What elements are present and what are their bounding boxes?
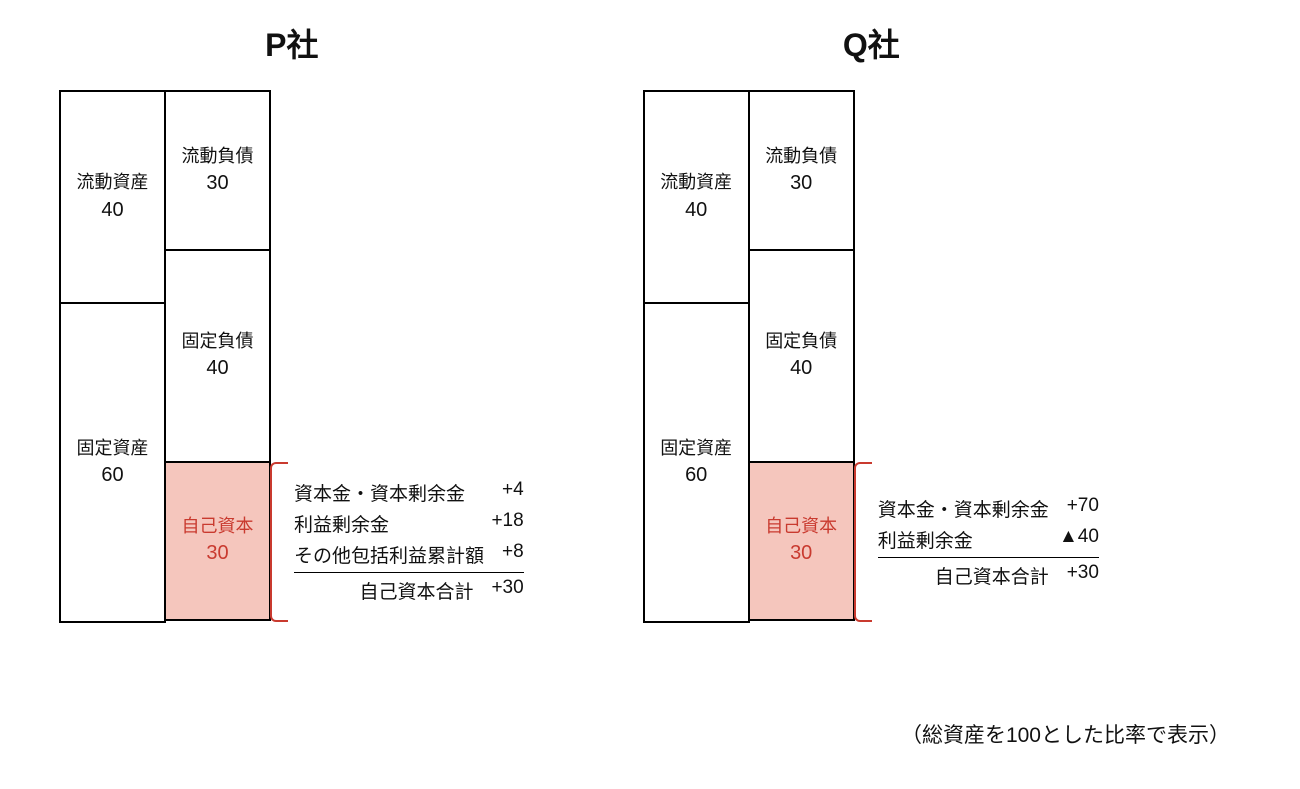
- footnote-text: （総資産を100とした比率で表示）: [901, 719, 1230, 749]
- breakdown-value: +8: [502, 541, 524, 568]
- breakdown-total-row: 自己資本合計 +30: [294, 572, 524, 606]
- liabilities-equity-column: 流動負債30固定負債40自己資本30: [749, 91, 854, 622]
- cell-label: 固定資産: [660, 436, 732, 461]
- liability-cell: 固定負債40: [164, 249, 271, 463]
- bracket-icon: [854, 462, 872, 623]
- breakdown-total-row: 自己資本合計 +30: [878, 557, 1099, 591]
- cell-label: 流動負債: [765, 144, 837, 169]
- breakdown-label: 資本金・資本剰余金: [878, 495, 1049, 522]
- breakdown-value: +30: [491, 577, 523, 604]
- asset-cell: 固定資産60: [59, 302, 166, 623]
- liabilities-equity-column: 流動負債30固定負債40自己資本30: [165, 91, 270, 622]
- balance-sheet-box: 流動資産40固定資産60流動負債30固定負債40自己資本30: [60, 91, 270, 622]
- cell-label: 自己資本: [765, 514, 837, 539]
- breakdown-row: 利益剰余金 ▲40: [878, 524, 1099, 555]
- liability-cell: 流動負債30: [164, 90, 271, 251]
- cell-value: 40: [685, 196, 707, 224]
- cell-value: 60: [685, 461, 707, 489]
- cell-value: 30: [206, 169, 228, 197]
- cell-label: 自己資本: [182, 514, 254, 539]
- breakdown-row: 利益剰余金 +18: [294, 508, 524, 539]
- company-panel: P社流動資産40固定資産60流動負債30固定負債40自己資本30資本金・資本剰余…: [60, 20, 524, 622]
- asset-cell: 流動資産40: [59, 90, 166, 304]
- liability-cell: 固定負債40: [748, 249, 855, 463]
- cell-value: 40: [206, 354, 228, 382]
- balance-sheet-comparison: P社流動資産40固定資産60流動負債30固定負債40自己資本30資本金・資本剰余…: [0, 0, 1300, 622]
- breakdown-label: 自己資本合計: [294, 577, 473, 604]
- equity-breakdown: 資本金・資本剰余金 +70 利益剰余金 ▲40 自己資本合計 +30: [854, 462, 1099, 623]
- breakdown-table: 資本金・資本剰余金 +70 利益剰余金 ▲40 自己資本合計 +30: [878, 493, 1099, 591]
- breakdown-row: 資本金・資本剰余金 +4: [294, 477, 524, 508]
- assets-column: 流動資産40固定資産60: [644, 91, 749, 622]
- breakdown-value: +4: [502, 479, 524, 506]
- cell-label: 固定負債: [765, 329, 837, 354]
- breakdown-value: +30: [1067, 562, 1099, 589]
- balance-sheet-wrapper: 流動資産40固定資産60流動負債30固定負債40自己資本30資本金・資本剰余金+…: [644, 91, 1099, 622]
- breakdown-value: ▲40: [1059, 526, 1099, 553]
- company-panel: Q社流動資産40固定資産60流動負債30固定負債40自己資本30資本金・資本剰余…: [644, 20, 1099, 622]
- cell-label: 流動負債: [182, 144, 254, 169]
- cell-value: 60: [101, 461, 123, 489]
- breakdown-label: 利益剰余金: [294, 510, 389, 537]
- equity-cell: 自己資本30: [748, 461, 855, 622]
- breakdown-label: 資本金・資本剰余金: [294, 479, 465, 506]
- breakdown-value: +70: [1067, 495, 1099, 522]
- breakdown-value: +18: [491, 510, 523, 537]
- cell-value: 40: [101, 196, 123, 224]
- balance-sheet-box: 流動資産40固定資産60流動負債30固定負債40自己資本30: [644, 91, 854, 622]
- breakdown-table: 資本金・資本剰余金 +4 利益剰余金 +18 その他包括利益累計額 +8 自己資本合計 +30: [294, 477, 524, 606]
- cell-label: 流動資産: [77, 170, 149, 195]
- bracket-icon: [270, 462, 288, 623]
- company-title: P社: [265, 20, 318, 66]
- cell-value: 30: [790, 539, 812, 567]
- breakdown-label: 利益剰余金: [878, 526, 973, 553]
- equity-breakdown: 資本金・資本剰余金 +4 利益剰余金 +18 その他包括利益累計額 +8 自己資本合計 +30: [270, 462, 524, 623]
- company-title: Q社: [843, 20, 900, 66]
- cell-value: 30: [206, 539, 228, 567]
- balance-sheet-wrapper: 流動資産40固定資産60流動負債30固定負債40自己資本30資本金・資本剰余金+…: [60, 91, 524, 622]
- cell-label: 固定負債: [182, 329, 254, 354]
- cell-value: 40: [790, 354, 812, 382]
- cell-value: 30: [790, 169, 812, 197]
- asset-cell: 流動資産40: [643, 90, 750, 304]
- asset-cell: 固定資産60: [643, 302, 750, 623]
- breakdown-label: その他包括利益累計額: [294, 541, 484, 568]
- breakdown-row: その他包括利益累計額 +8: [294, 539, 524, 570]
- breakdown-label: 自己資本合計: [878, 562, 1049, 589]
- cell-label: 固定資産: [77, 436, 149, 461]
- liability-cell: 流動負債30: [748, 90, 855, 251]
- equity-cell: 自己資本30: [164, 461, 271, 622]
- breakdown-row: 資本金・資本剰余金 +70: [878, 493, 1099, 524]
- assets-column: 流動資産40固定資産60: [60, 91, 165, 622]
- cell-label: 流動資産: [660, 170, 732, 195]
